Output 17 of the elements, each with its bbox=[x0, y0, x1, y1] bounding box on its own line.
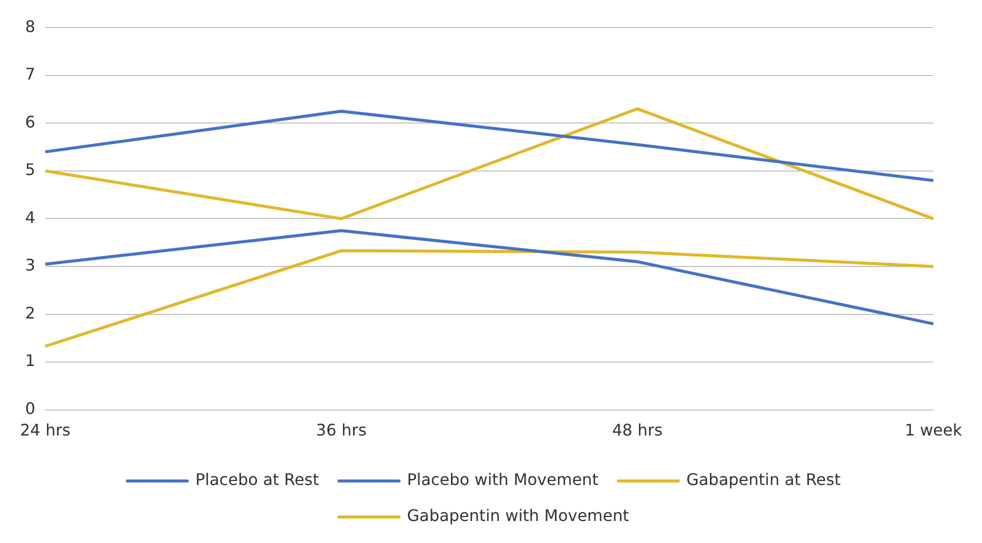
x-tick-label: 1 week bbox=[904, 420, 963, 440]
y-tick-label: 0 bbox=[25, 398, 36, 418]
y-tick-label: 4 bbox=[25, 208, 36, 227]
legend-label: Placebo at Rest bbox=[195, 470, 319, 490]
x-tick-label: 48 hrs bbox=[612, 420, 663, 440]
legend-label: Placebo with Movement bbox=[406, 470, 598, 490]
legend-label: Gabapentin with Movement bbox=[406, 506, 630, 526]
y-tick-label: 3 bbox=[25, 256, 36, 275]
y-tick-label: 5 bbox=[25, 160, 36, 180]
y-tick-label: 7 bbox=[25, 64, 36, 84]
y-tick-label: 1 bbox=[25, 351, 36, 370]
x-tick-label: 24 hrs bbox=[20, 420, 70, 440]
y-tick-label: 6 bbox=[25, 112, 36, 132]
x-tick-label: 36 hrs bbox=[316, 420, 367, 440]
y-tick-label: 2 bbox=[25, 303, 36, 322]
y-tick-label: 8 bbox=[25, 16, 36, 36]
legend-label: Gabapentin at Rest bbox=[686, 470, 841, 490]
